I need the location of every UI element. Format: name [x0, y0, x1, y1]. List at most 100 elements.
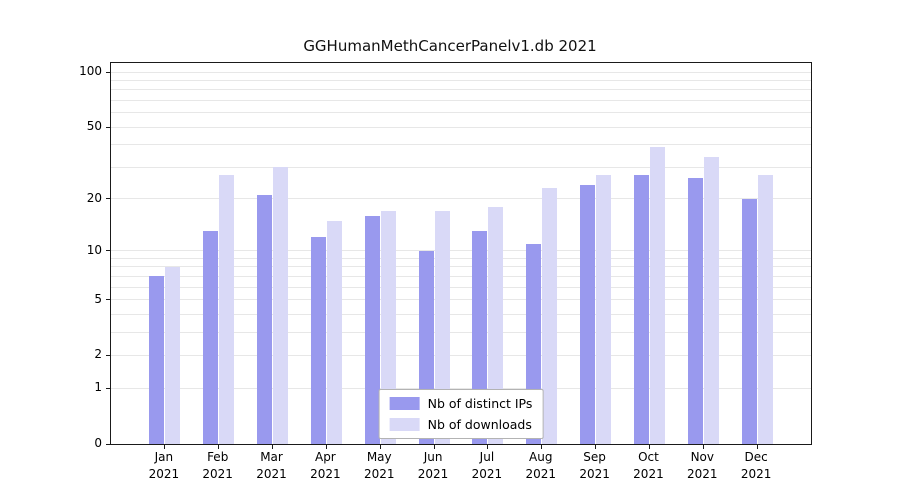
gridline: [111, 166, 811, 168]
x-label-year: 2021: [471, 467, 503, 481]
y-axis-tick: [106, 198, 111, 200]
x-label-month: Dec: [744, 450, 768, 464]
legend-item-downloads: Nb of downloads: [389, 417, 533, 432]
x-axis-tick: [648, 444, 650, 449]
x-axis-label-may: May 2021: [351, 449, 407, 483]
x-axis-label-sep: Sep 2021: [567, 449, 623, 483]
gridline: [111, 198, 811, 200]
gridline: [111, 71, 811, 73]
x-label-month: Apr: [314, 450, 336, 464]
y-axis-tick-label: 50: [86, 119, 102, 134]
x-axis-label-nov: Nov 2021: [674, 449, 730, 483]
y-axis-tick: [106, 443, 111, 445]
bar-distinct-ips-jan: [149, 276, 165, 444]
bar-distinct-ips-sep: [580, 184, 596, 444]
bar-distinct-ips-apr: [310, 237, 326, 444]
y-axis-tick-label: 5: [94, 291, 102, 306]
legend-item-distinct-ips: Nb of distinct IPs: [389, 396, 533, 411]
x-label-month: Feb: [207, 450, 229, 464]
x-label-year: 2021: [633, 467, 664, 481]
x-axis-tick: [487, 444, 489, 449]
gridline: [111, 286, 811, 288]
y-axis-tick-label: 2: [94, 347, 102, 362]
x-label-month: Oct: [638, 450, 659, 464]
x-axis-tick: [379, 444, 381, 449]
x-label-year: 2021: [579, 467, 610, 481]
x-label-year: 2021: [740, 467, 772, 481]
x-axis-label-feb: Feb 2021: [190, 449, 246, 483]
bar-downloads-dec: [757, 175, 773, 444]
x-label-year: 2021: [148, 467, 180, 481]
gridline: [111, 89, 811, 91]
gridline: [111, 387, 811, 389]
legend-label-distinct-ips: Nb of distinct IPs: [427, 396, 533, 411]
x-axis-label-apr: Apr 2021: [297, 449, 353, 483]
bar-distinct-ips-may: [364, 215, 380, 444]
x-label-month: Nov: [690, 450, 714, 464]
x-axis-tick: [702, 444, 704, 449]
x-label-year: 2021: [202, 467, 233, 481]
x-label-year: 2021: [256, 467, 287, 481]
x-axis-tick: [325, 444, 327, 449]
x-axis-label-dec: Dec 2021: [728, 449, 784, 483]
bar-downloads-oct: [649, 146, 665, 444]
x-axis-label-jul: Jul 2021: [459, 449, 515, 483]
bar-downloads-mar: [273, 167, 289, 444]
x-axis-label-mar: Mar 2021: [244, 449, 300, 483]
bar-distinct-ips-oct: [633, 175, 649, 444]
bar-distinct-ips-feb: [203, 231, 219, 444]
x-label-year: 2021: [417, 467, 449, 481]
gridline: [111, 354, 811, 356]
x-label-year: 2021: [363, 467, 395, 481]
gridline: [111, 275, 811, 277]
gridline: [111, 112, 811, 114]
x-label-month: Jul: [479, 450, 495, 464]
y-axis-tick-label: 100: [79, 64, 102, 78]
x-axis-label-oct: Oct 2021: [620, 449, 676, 483]
x-label-year: 2021: [310, 467, 341, 481]
x-axis-tick: [433, 444, 435, 449]
bar-downloads-aug: [542, 187, 558, 444]
gridline: [111, 99, 811, 101]
y-axis-tick-label: 20: [86, 190, 102, 205]
gridline: [111, 144, 811, 146]
x-axis-tick: [756, 444, 758, 449]
y-axis-tick-label: 1: [94, 380, 102, 395]
x-label-month: Aug: [529, 450, 553, 464]
gridline: [111, 266, 811, 268]
x-axis-label-jan: Jan 2021: [136, 449, 192, 483]
chart-title: GGHumanMethCancerPanelv1.db 2021: [303, 37, 597, 55]
x-label-month: Jun: [423, 450, 443, 464]
x-label-month: May: [366, 450, 392, 464]
gridline: [111, 257, 811, 259]
bar-downloads-sep: [596, 175, 612, 444]
y-axis-tick: [106, 387, 111, 389]
y-axis-tick: [106, 354, 111, 356]
bar-downloads-nov: [703, 157, 719, 444]
gridline: [111, 331, 811, 333]
y-axis-tick: [106, 250, 111, 252]
y-axis-tick: [106, 126, 111, 128]
bar-downloads-jul: [488, 206, 504, 444]
gridline: [111, 126, 811, 128]
x-axis-label-aug: Aug 2021: [513, 449, 569, 483]
x-label-month: Mar: [260, 450, 283, 464]
x-label-year: 2021: [525, 467, 557, 481]
gridline: [111, 299, 811, 301]
bar-distinct-ips-nov: [687, 178, 703, 444]
legend-label-downloads: Nb of downloads: [427, 417, 532, 432]
x-label-month: Sep: [583, 450, 606, 464]
legend-swatch-distinct-ips: [389, 397, 420, 410]
bar-downloads-may: [380, 211, 396, 444]
x-axis-label-jun: Jun 2021: [405, 449, 461, 483]
gridline: [111, 79, 811, 81]
y-axis-tick-label: 10: [86, 242, 102, 257]
x-axis-tick: [164, 444, 166, 449]
bar-downloads-feb: [219, 175, 235, 444]
x-axis-tick: [272, 444, 274, 449]
y-axis-tick-label: 0: [94, 436, 102, 450]
x-axis-tick: [595, 444, 597, 449]
legend-swatch-downloads: [389, 418, 420, 431]
legend: Nb of distinct IPs Nb of downloads: [378, 389, 544, 439]
